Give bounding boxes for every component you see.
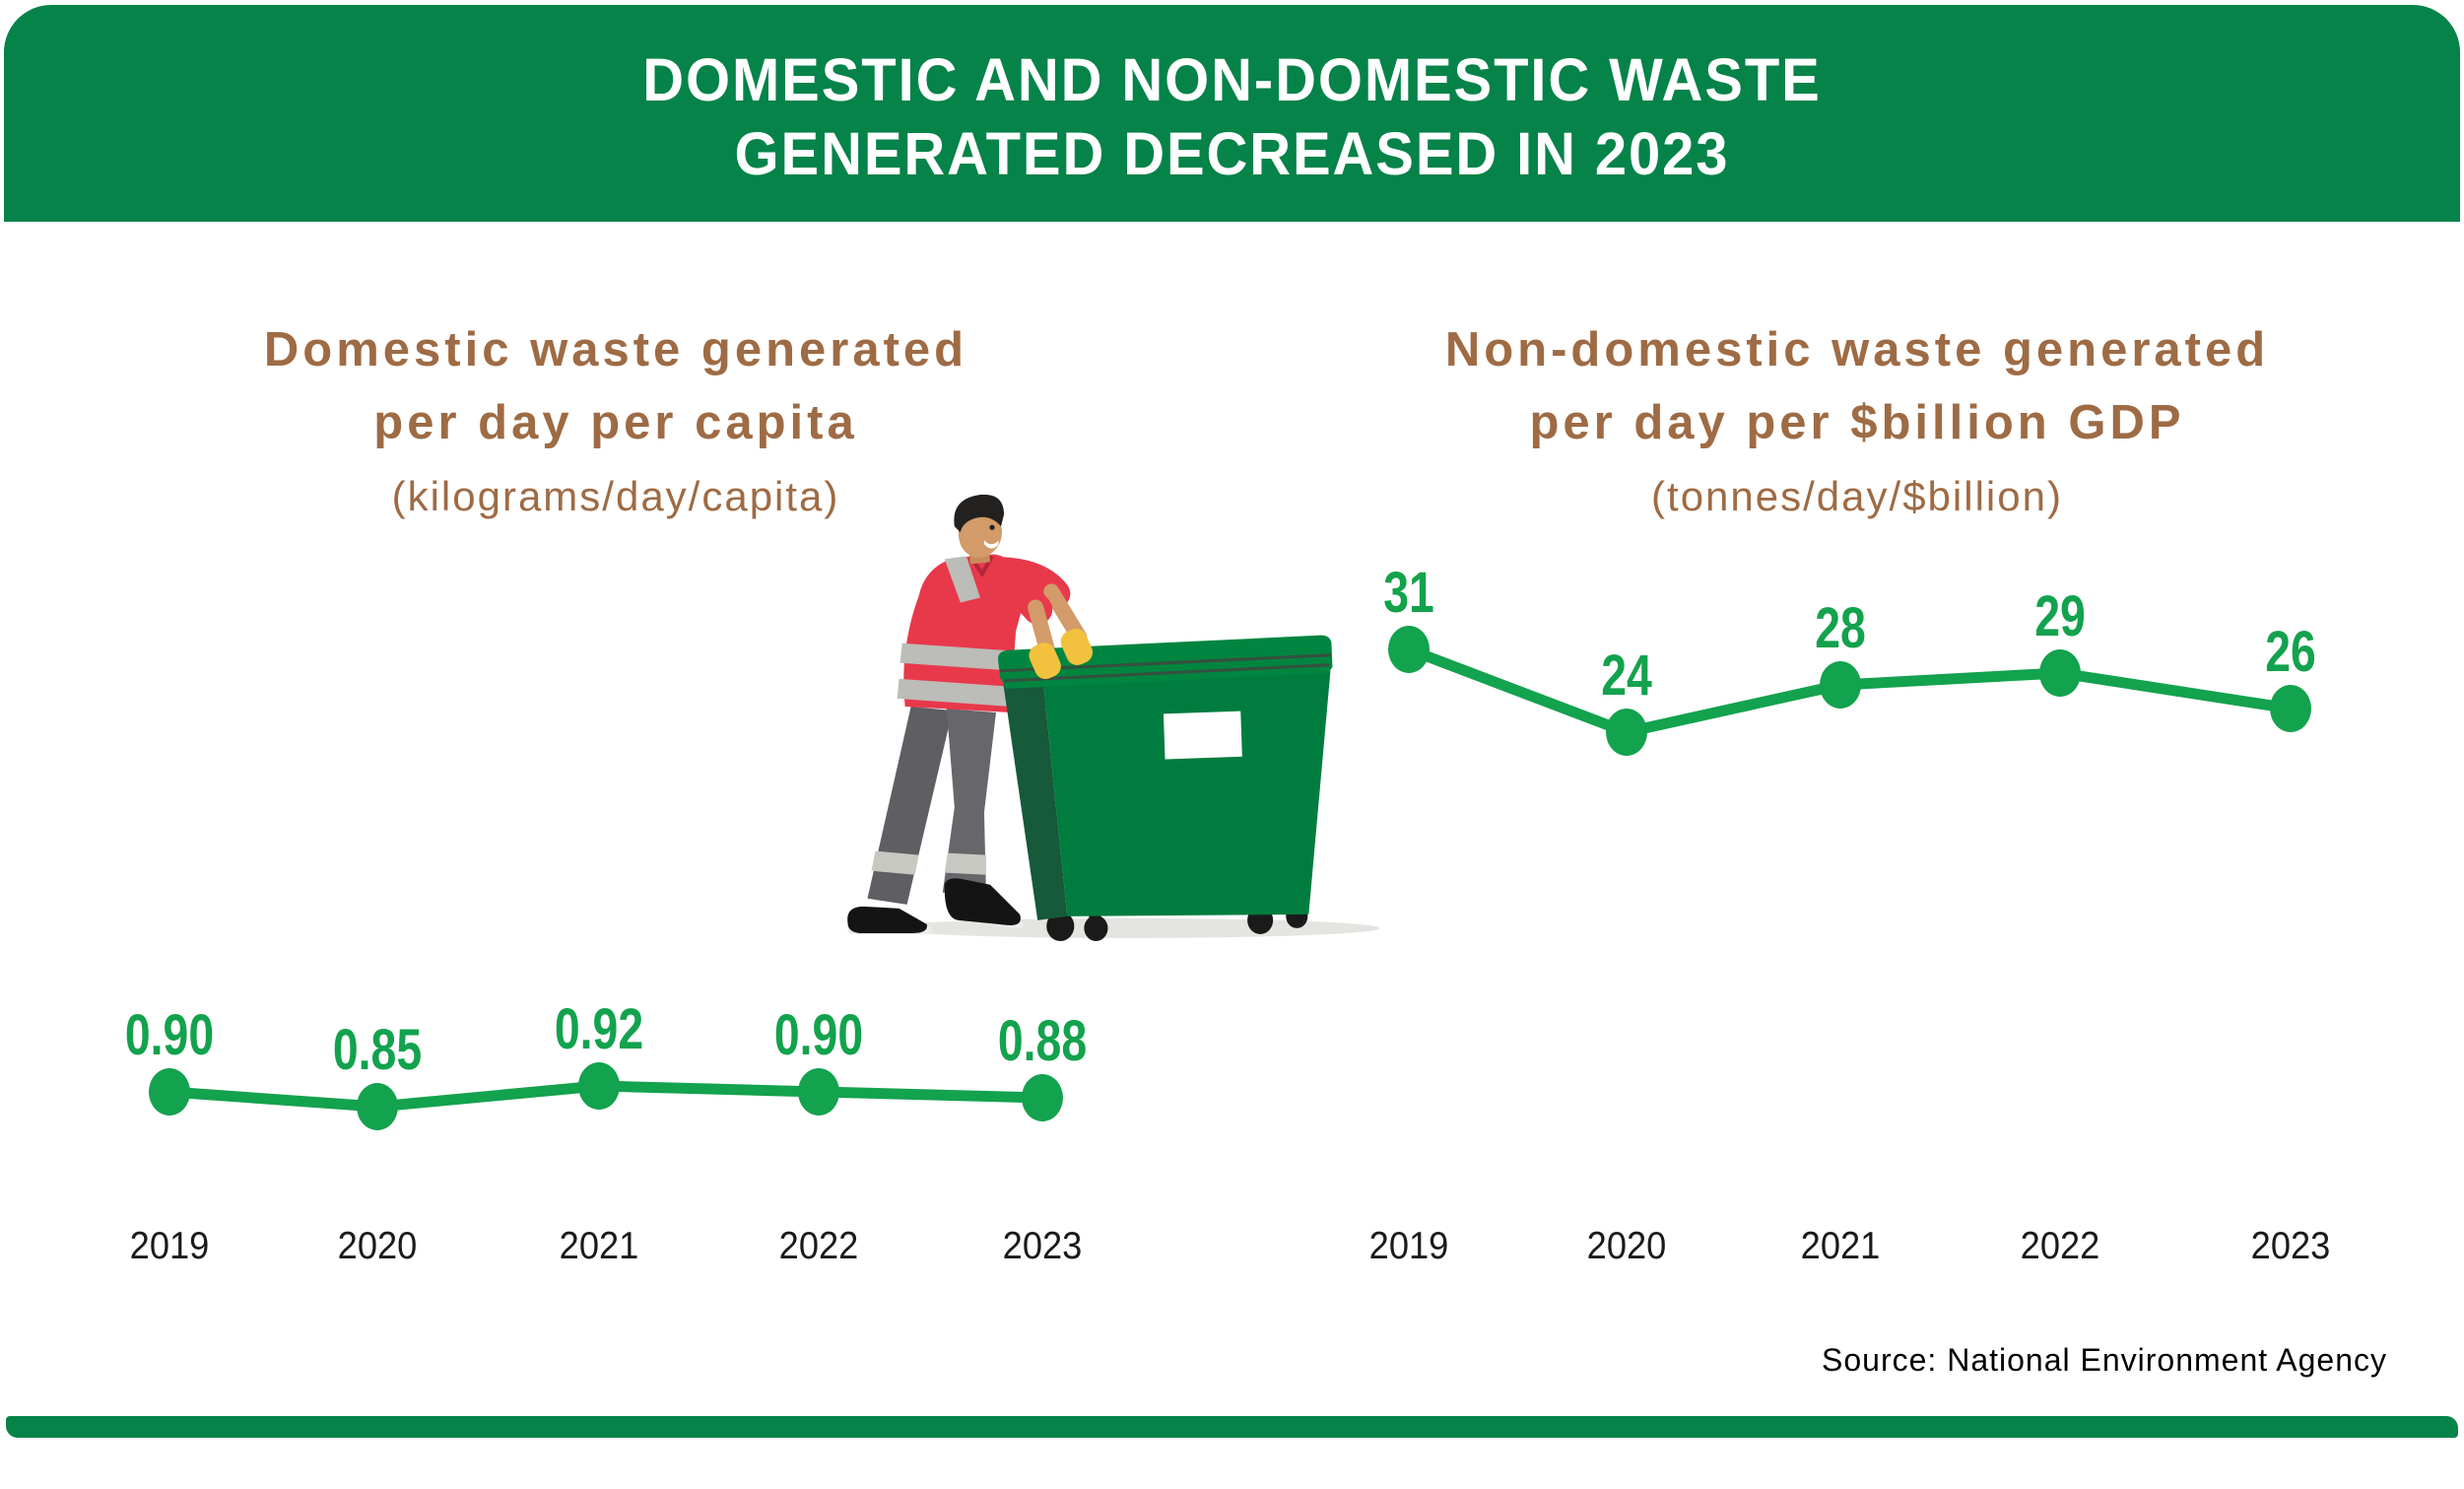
main-title-line1: DOMESTIC AND NON-DOMESTIC WASTE — [642, 46, 1822, 113]
dumpster-label — [1163, 711, 1242, 760]
value-label: 0.92 — [555, 997, 643, 1061]
data-point — [578, 1062, 620, 1110]
domestic-chart-title-line1: Domestic waste generated — [263, 323, 968, 376]
year-label: 2021 — [1801, 1224, 1881, 1266]
main-title-line2: GENERATED DECREASED IN 2023 — [734, 120, 1730, 187]
domestic-line-chart: 0.90 2019 0.85 2020 0.92 2021 0.90 2022 0.88 2023 — [125, 997, 1087, 1266]
year-label: 2023 — [1003, 1224, 1083, 1266]
domestic-chart-title-line2: per day per capita — [373, 396, 858, 449]
value-label: 28 — [1815, 596, 1866, 660]
year-label: 2022 — [2021, 1224, 2100, 1266]
source-note: Source: National Environment Agency — [1822, 1342, 2387, 1378]
data-point — [1388, 626, 1430, 673]
value-label: 0.90 — [125, 1003, 214, 1067]
non-domestic-line-chart: 31 2019 24 2020 28 2021 29 2022 26 2023 — [1369, 561, 2331, 1266]
year-label: 2019 — [1369, 1224, 1449, 1266]
value-label: 26 — [2265, 620, 2316, 684]
value-label: 24 — [1601, 643, 1652, 708]
year-label: 2020 — [338, 1224, 418, 1266]
bottom-accent-bar — [6, 1416, 2458, 1438]
data-point — [149, 1068, 190, 1116]
year-label: 2019 — [130, 1224, 210, 1266]
value-label: 0.85 — [333, 1018, 422, 1082]
data-point — [1022, 1074, 1063, 1121]
domestic-chart-title-block: Domestic waste generated per day per cap… — [133, 313, 1099, 528]
worker-gloves — [1029, 629, 1094, 680]
non-domestic-chart-unit-label: (tonnes/day/$billion) — [1651, 473, 2063, 519]
data-point — [1606, 709, 1647, 756]
domestic-chart-unit-label: (kilograms/day/capita) — [391, 473, 840, 519]
header-banner: DOMESTIC AND NON-DOMESTIC WASTE GENERATE… — [4, 5, 2460, 222]
value-label: 0.88 — [998, 1009, 1087, 1073]
data-point — [2039, 649, 2081, 697]
data-point — [2270, 685, 2311, 732]
year-label: 2020 — [1587, 1224, 1667, 1266]
year-label: 2022 — [779, 1224, 859, 1266]
year-label: 2021 — [560, 1224, 639, 1266]
non-domestic-chart-title-line2: per day per $billion GDP — [1529, 396, 2185, 449]
worker-figure — [847, 494, 1088, 934]
data-point — [798, 1068, 839, 1116]
value-label: 29 — [2034, 584, 2086, 648]
data-point — [357, 1083, 398, 1130]
non-domestic-chart-title-block: Non-domestic waste generated per day per… — [1369, 313, 2345, 528]
worker-pushing-dumpster-illustration — [847, 494, 1380, 941]
dumpster — [998, 635, 1333, 941]
value-label: 0.90 — [774, 1003, 863, 1067]
year-label: 2023 — [2251, 1224, 2331, 1266]
non-domestic-chart-title-line1: Non-domestic waste generated — [1444, 323, 2270, 376]
value-label: 31 — [1383, 561, 1434, 625]
data-point — [1820, 661, 1861, 709]
